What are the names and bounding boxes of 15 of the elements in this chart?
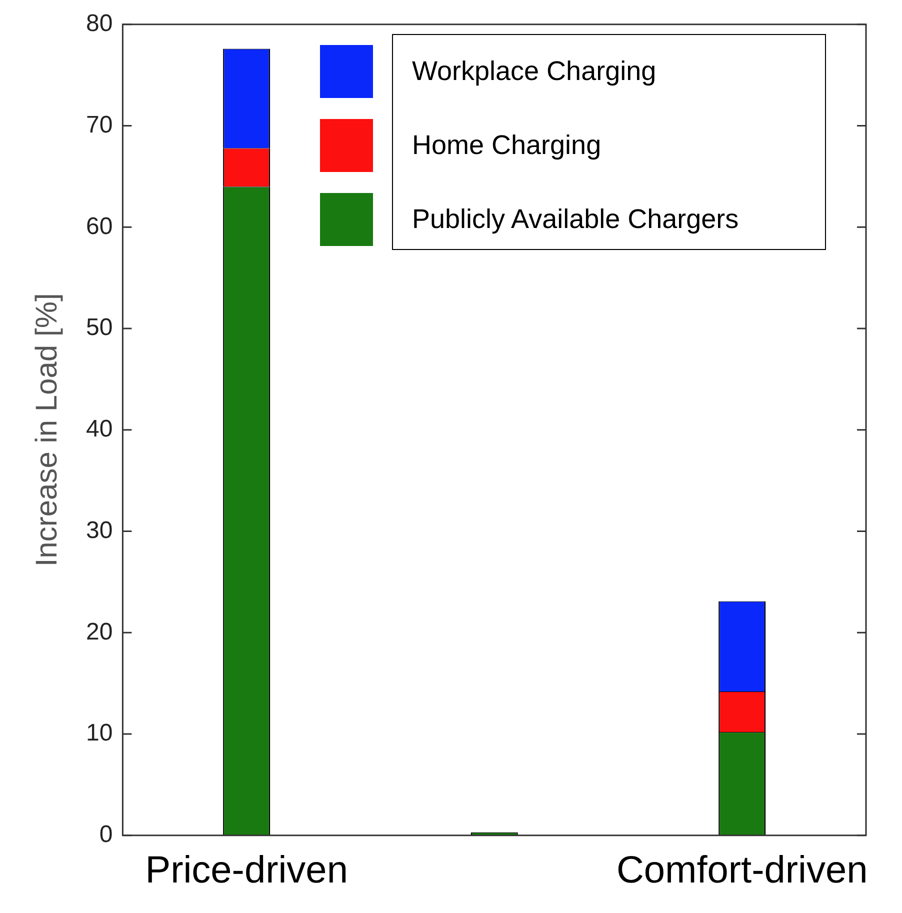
y-tick-label: 10 (86, 720, 113, 747)
legend-label: Home Charging (411, 130, 602, 160)
y-tick-label: 20 (86, 618, 113, 646)
legend-label: Publicly Available Chargers (411, 204, 739, 234)
y-tick-label: 50 (86, 314, 113, 342)
x-tick-label: Comfort-driven (616, 850, 868, 892)
y-tick-label: 40 (86, 416, 113, 443)
x-tick-label: Price-driven (145, 850, 348, 892)
y-tick-label: 0 (99, 821, 113, 848)
y-tick-label: 30 (86, 516, 113, 544)
y-tick-label: 80 (86, 10, 113, 38)
legend-label: Workplace Charging (411, 56, 656, 86)
y-tick-label: 60 (86, 212, 113, 240)
y-tick-label: 70 (86, 111, 113, 138)
y-axis-title: Increase in Load [%] (30, 293, 64, 567)
